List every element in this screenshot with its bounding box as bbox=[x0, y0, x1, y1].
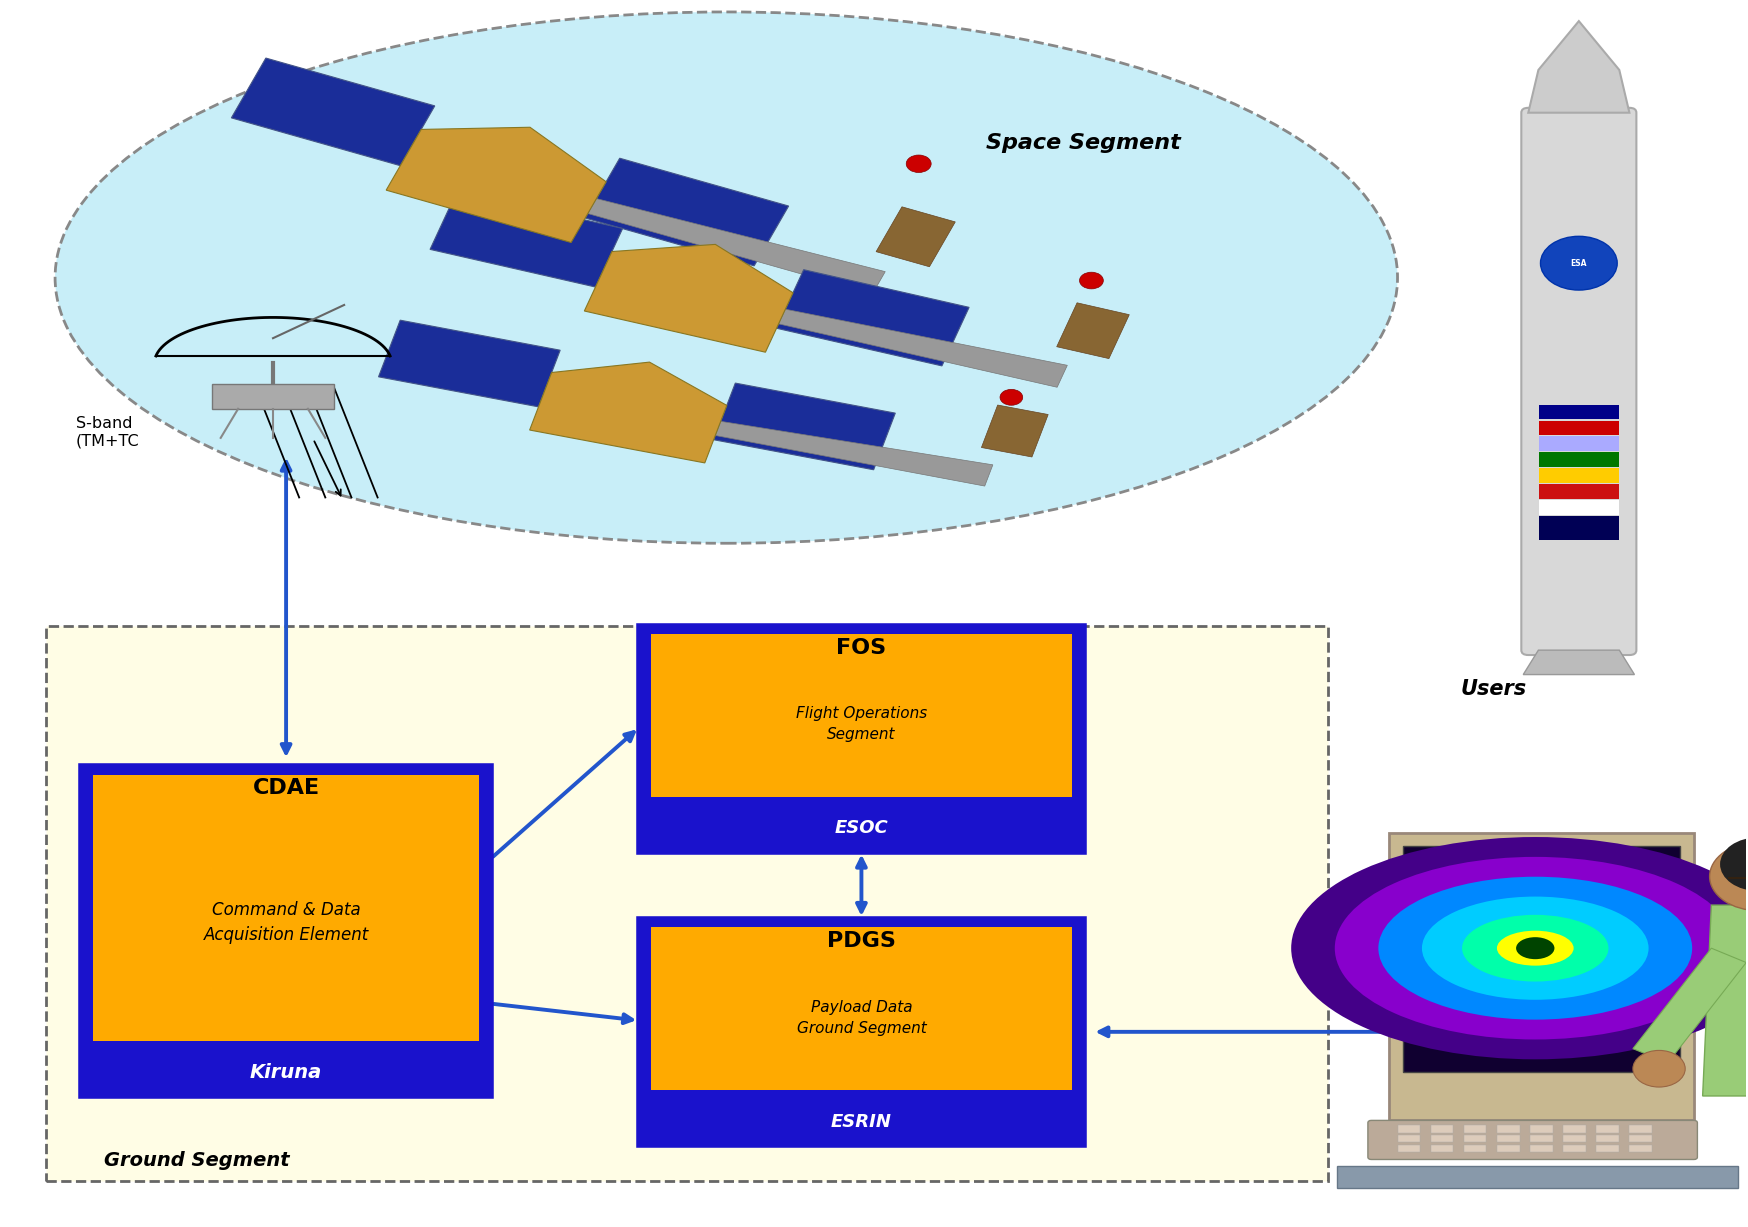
FancyBboxPatch shape bbox=[1397, 1135, 1419, 1142]
Polygon shape bbox=[386, 128, 607, 243]
Text: Users: Users bbox=[1460, 679, 1526, 699]
FancyBboxPatch shape bbox=[1430, 1135, 1453, 1142]
Text: Flight Operations
Segment: Flight Operations Segment bbox=[795, 707, 926, 742]
FancyBboxPatch shape bbox=[47, 626, 1327, 1182]
Polygon shape bbox=[876, 207, 954, 266]
Circle shape bbox=[1708, 842, 1748, 910]
Text: CDAE: CDAE bbox=[252, 778, 320, 799]
Ellipse shape bbox=[1421, 897, 1648, 1000]
FancyBboxPatch shape bbox=[1367, 1120, 1697, 1160]
FancyBboxPatch shape bbox=[212, 384, 334, 409]
FancyBboxPatch shape bbox=[1463, 1145, 1486, 1152]
FancyBboxPatch shape bbox=[1530, 1135, 1552, 1142]
FancyBboxPatch shape bbox=[1521, 108, 1636, 655]
FancyBboxPatch shape bbox=[1430, 1125, 1453, 1133]
FancyBboxPatch shape bbox=[1629, 1145, 1652, 1152]
FancyBboxPatch shape bbox=[1530, 1125, 1552, 1133]
Polygon shape bbox=[1701, 906, 1748, 1096]
Text: S-band
(TM+TC: S-band (TM+TC bbox=[75, 416, 140, 449]
FancyBboxPatch shape bbox=[650, 928, 1072, 1090]
Circle shape bbox=[1000, 389, 1023, 405]
Text: ESOC: ESOC bbox=[834, 820, 888, 838]
FancyBboxPatch shape bbox=[1538, 483, 1619, 498]
FancyBboxPatch shape bbox=[638, 919, 1084, 1145]
Polygon shape bbox=[1528, 21, 1629, 113]
FancyBboxPatch shape bbox=[1496, 1145, 1519, 1152]
Text: FOS: FOS bbox=[836, 638, 886, 658]
Text: Command & Data
Acquisition Element: Command & Data Acquisition Element bbox=[203, 901, 369, 944]
FancyBboxPatch shape bbox=[1538, 499, 1619, 514]
Text: Payload Data
Ground Segment: Payload Data Ground Segment bbox=[795, 1000, 926, 1036]
FancyBboxPatch shape bbox=[1335, 1166, 1736, 1188]
Polygon shape bbox=[715, 421, 993, 486]
Polygon shape bbox=[1633, 948, 1745, 1063]
FancyBboxPatch shape bbox=[1538, 405, 1619, 420]
Polygon shape bbox=[530, 362, 727, 463]
Polygon shape bbox=[587, 199, 884, 294]
Text: ESRIN: ESRIN bbox=[830, 1113, 891, 1130]
Polygon shape bbox=[584, 244, 792, 352]
FancyBboxPatch shape bbox=[1538, 421, 1619, 436]
Polygon shape bbox=[430, 191, 622, 287]
Polygon shape bbox=[713, 383, 895, 470]
FancyBboxPatch shape bbox=[1530, 1145, 1552, 1152]
FancyBboxPatch shape bbox=[650, 634, 1072, 796]
Polygon shape bbox=[378, 320, 559, 407]
FancyBboxPatch shape bbox=[1563, 1135, 1585, 1142]
FancyBboxPatch shape bbox=[638, 626, 1084, 852]
Polygon shape bbox=[1056, 303, 1129, 358]
FancyBboxPatch shape bbox=[1397, 1145, 1419, 1152]
Text: Ground Segment: Ground Segment bbox=[103, 1151, 290, 1171]
FancyBboxPatch shape bbox=[80, 766, 491, 1096]
Ellipse shape bbox=[1496, 931, 1573, 966]
FancyBboxPatch shape bbox=[1596, 1145, 1619, 1152]
FancyBboxPatch shape bbox=[1388, 833, 1694, 1120]
FancyBboxPatch shape bbox=[1402, 845, 1680, 1071]
FancyBboxPatch shape bbox=[1538, 437, 1619, 452]
Ellipse shape bbox=[1461, 915, 1608, 982]
Ellipse shape bbox=[1516, 937, 1554, 960]
FancyBboxPatch shape bbox=[1538, 469, 1619, 482]
FancyBboxPatch shape bbox=[1563, 1125, 1585, 1133]
FancyBboxPatch shape bbox=[1430, 1145, 1453, 1152]
Ellipse shape bbox=[1290, 837, 1748, 1059]
FancyBboxPatch shape bbox=[1596, 1125, 1619, 1133]
Circle shape bbox=[905, 155, 930, 173]
Text: ESA: ESA bbox=[1570, 259, 1585, 267]
Circle shape bbox=[1718, 837, 1748, 891]
FancyBboxPatch shape bbox=[1563, 1145, 1585, 1152]
Polygon shape bbox=[586, 158, 788, 266]
Polygon shape bbox=[231, 58, 435, 166]
FancyBboxPatch shape bbox=[1538, 515, 1619, 540]
FancyBboxPatch shape bbox=[1397, 1125, 1419, 1133]
Polygon shape bbox=[1523, 650, 1634, 675]
Ellipse shape bbox=[54, 12, 1397, 544]
Circle shape bbox=[1633, 1050, 1685, 1087]
FancyBboxPatch shape bbox=[1629, 1135, 1652, 1142]
Ellipse shape bbox=[1377, 877, 1692, 1020]
FancyBboxPatch shape bbox=[1496, 1135, 1519, 1142]
FancyBboxPatch shape bbox=[1463, 1125, 1486, 1133]
Circle shape bbox=[1079, 272, 1103, 288]
Polygon shape bbox=[776, 270, 968, 366]
FancyBboxPatch shape bbox=[1496, 1125, 1519, 1133]
FancyBboxPatch shape bbox=[1596, 1135, 1619, 1142]
FancyBboxPatch shape bbox=[93, 774, 479, 1040]
Polygon shape bbox=[778, 309, 1066, 388]
Text: Space Segment: Space Segment bbox=[986, 134, 1180, 153]
FancyBboxPatch shape bbox=[1538, 453, 1619, 467]
Text: Kiruna: Kiruna bbox=[250, 1064, 322, 1082]
Ellipse shape bbox=[1334, 856, 1734, 1039]
FancyBboxPatch shape bbox=[1629, 1125, 1652, 1133]
Text: PDGS: PDGS bbox=[827, 931, 895, 951]
Polygon shape bbox=[981, 405, 1047, 456]
Circle shape bbox=[1540, 237, 1617, 290]
FancyBboxPatch shape bbox=[1463, 1135, 1486, 1142]
